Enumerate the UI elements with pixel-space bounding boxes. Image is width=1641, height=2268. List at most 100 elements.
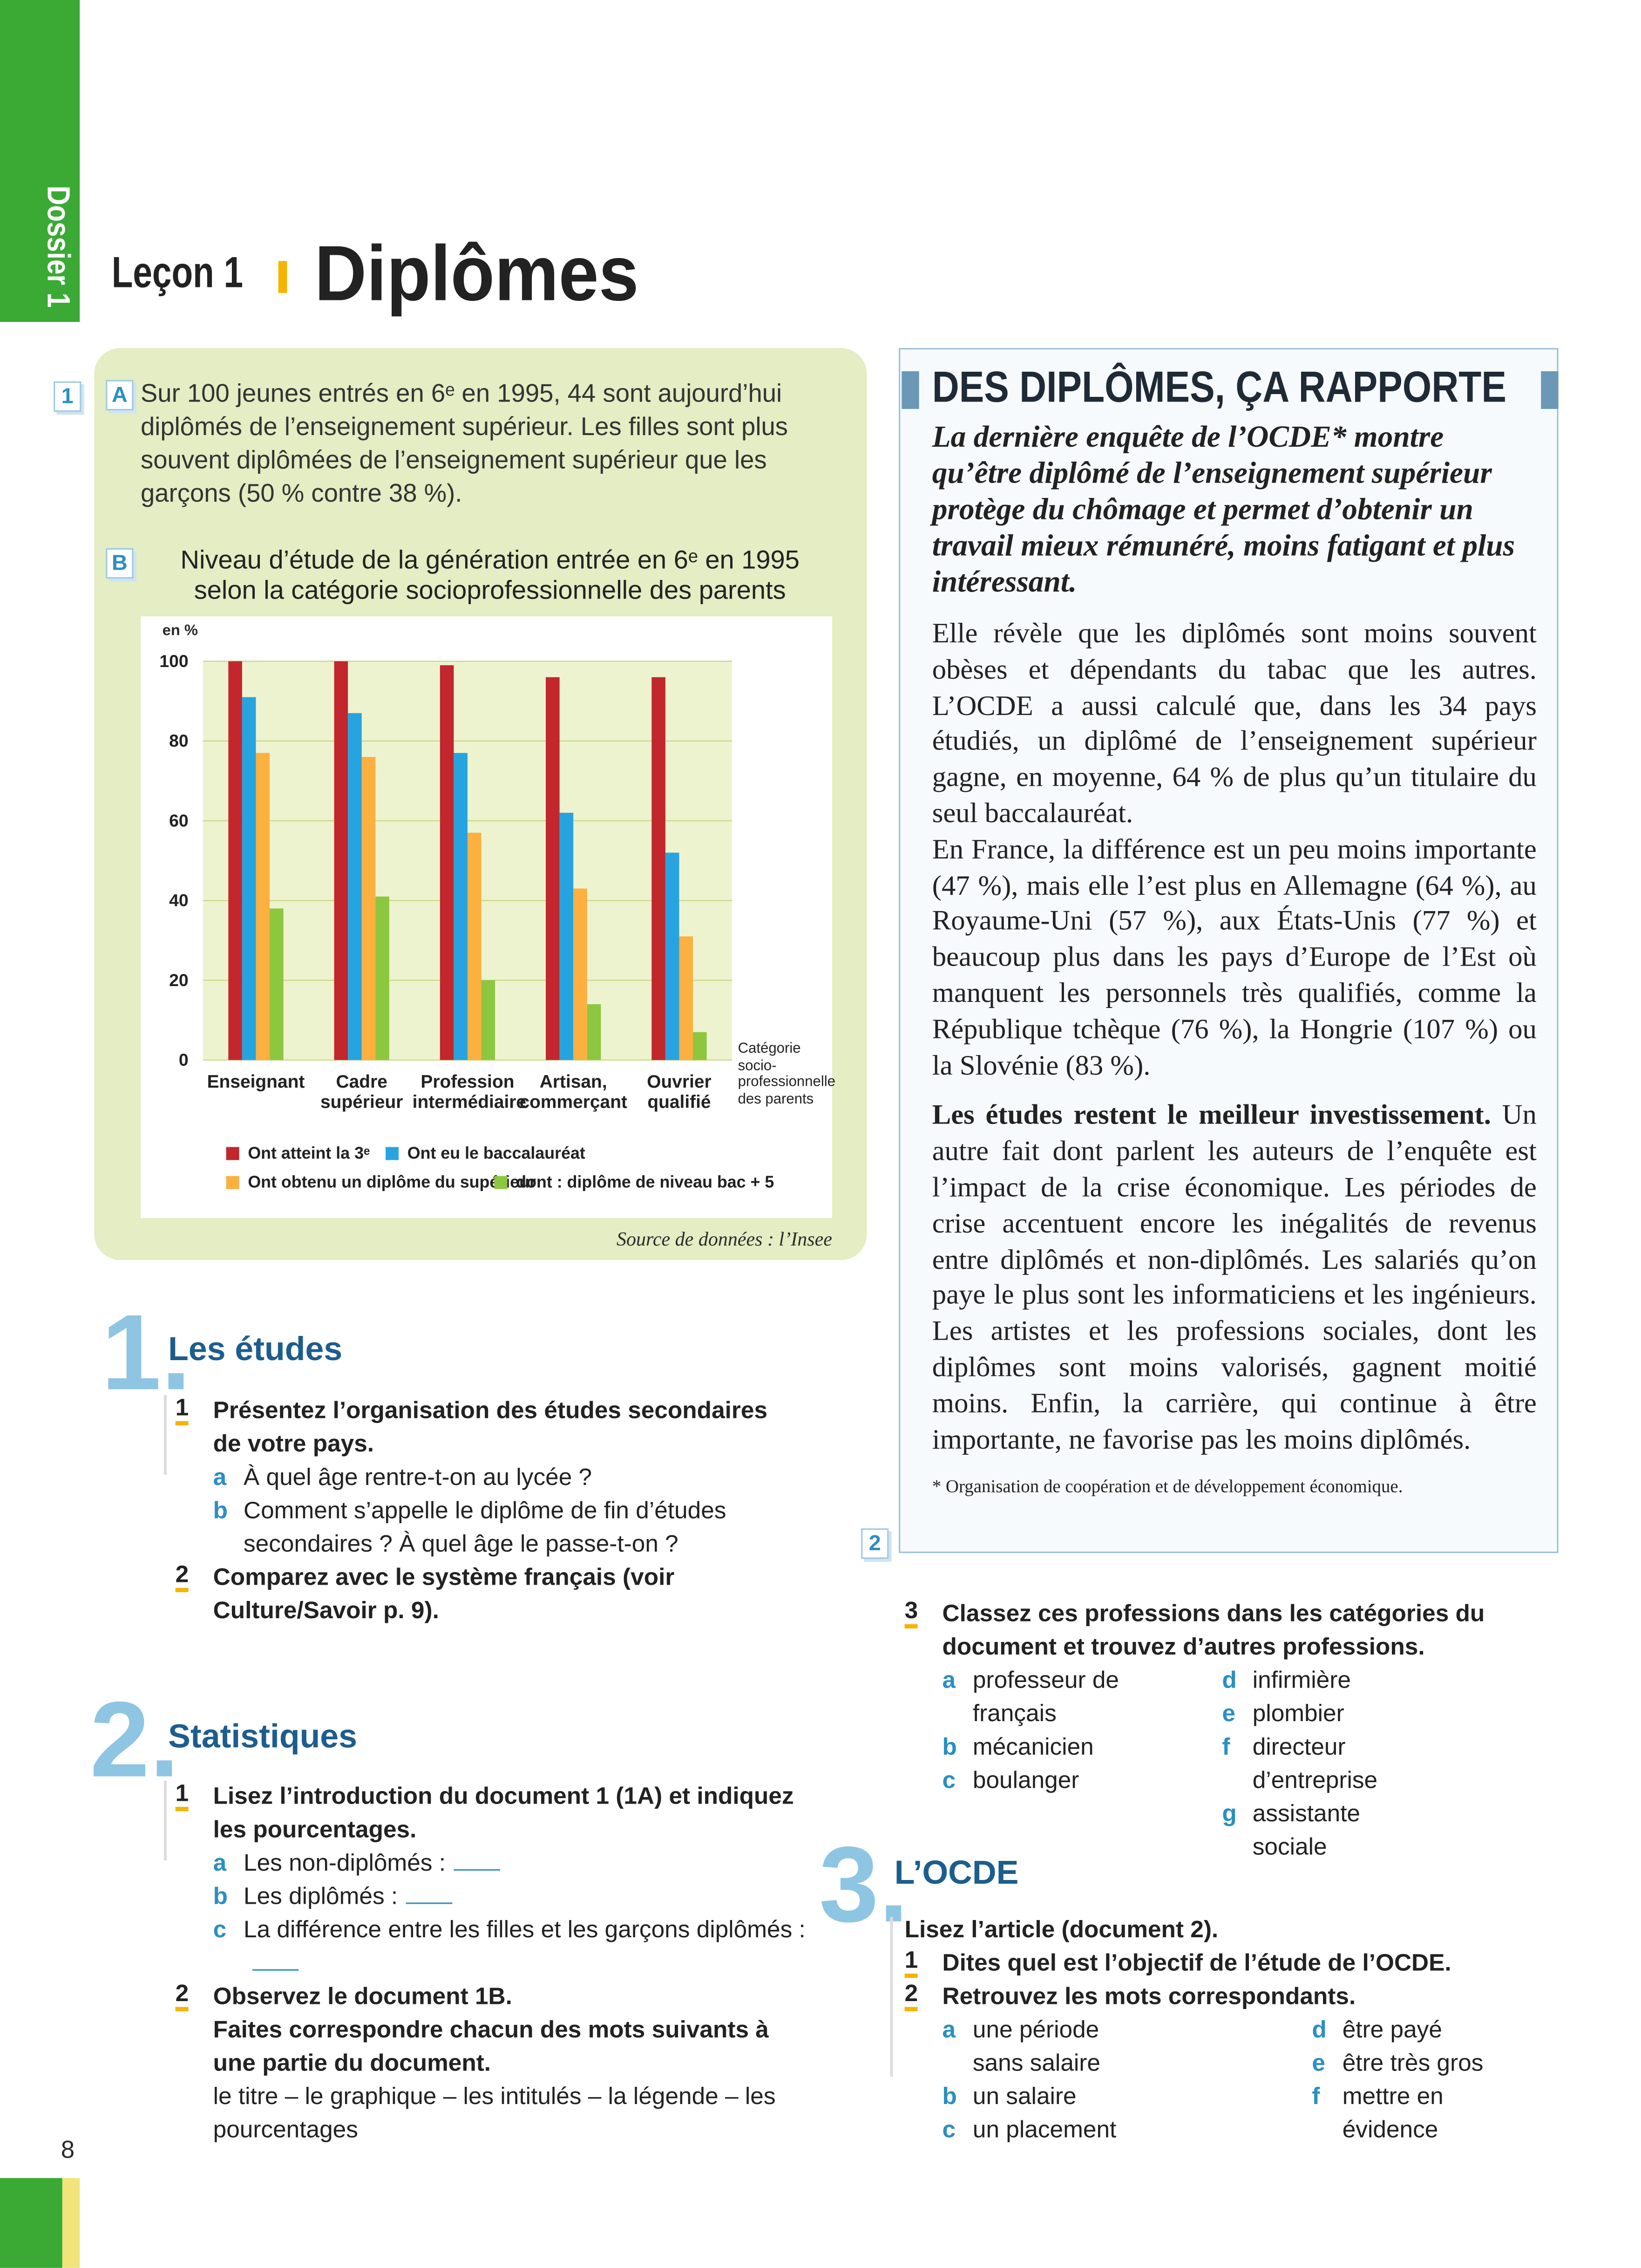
x-tick-label: Ouvrier qualifié — [647, 1071, 712, 1112]
bar — [256, 753, 270, 1060]
bar — [348, 713, 362, 1060]
bar — [454, 753, 468, 1060]
exercise-list: Lisez l’article (document 2). 1 Dites que… — [904, 1914, 1543, 2148]
exercise-list: 1 Lisez l’introduction du document 1 (1A)… — [175, 1781, 814, 2148]
sub-question: b Comment s’appelle le diplôme de fin d’é… — [213, 1495, 802, 1562]
option-letter: g — [1222, 1801, 1237, 1827]
sub-question: c La différence entre les filles et les g… — [213, 1914, 814, 1981]
article-lead: La dernière enquête de l’OCDE* montre qu… — [932, 419, 1515, 599]
part-letter: B — [106, 548, 134, 579]
option-text: mettre en évidence — [1342, 2084, 1444, 2144]
exercise-number: 1 — [904, 1948, 918, 1978]
bar — [270, 908, 284, 1060]
document-2 — [899, 348, 1559, 1553]
option: f directeur d’entreprise — [1222, 1731, 1526, 1798]
exercise-instruction: Faites correspondre chacun des mots suiv… — [213, 2017, 769, 2077]
sub-text: La différence entre les filles et les ga… — [244, 1917, 806, 1977]
option-letter: c — [942, 2117, 956, 2144]
y-tick-label: 60 — [169, 810, 189, 830]
article: La dernière enquête de l’OCDE* montre qu… — [932, 419, 1537, 1498]
article-paragraph: En France, la différence est un peu moin… — [932, 835, 1537, 1082]
chart-plot: 0 20 40 60 80 100 — [159, 651, 732, 1069]
option: c un placement — [943, 2114, 1312, 2148]
legend-item: Ont obtenu un diplôme du supérieur — [226, 1175, 536, 1192]
option: e être très gros — [1312, 2048, 1529, 2081]
option: d infirmière — [1222, 1665, 1526, 1698]
option-letter: d — [1312, 2017, 1327, 2043]
bar — [228, 661, 242, 1060]
option-letter: a — [942, 1668, 956, 1694]
sub-text: À quel âge rentre-t-on au lycée ? — [244, 1464, 592, 1491]
bar — [440, 665, 454, 1060]
option-text: assistante sociale — [1252, 1801, 1361, 1861]
option: g assistante sociale — [1222, 1798, 1526, 1865]
legend-label: Ont atteint la 3ᵉ — [248, 1145, 370, 1163]
exercise-text: Observez le document 1B. — [213, 1983, 512, 2010]
option-letter: d — [1222, 1668, 1237, 1694]
option-text: un salaire — [972, 2084, 1077, 2110]
exercise: 1 Dites quel est l’objectif de l’étude de… — [904, 1948, 1543, 1981]
sidebar — [0, 0, 80, 322]
bar — [693, 1032, 707, 1060]
option-letter: b — [942, 1734, 957, 1761]
legend-item: dont : diplôme de niveau bac + 5 — [494, 1175, 774, 1192]
exercise-number: 3 — [904, 1598, 918, 1629]
legend-label: Ont obtenu un diplôme du supérieur — [248, 1174, 536, 1192]
exercise: 3 Classez ces professions dans les catégo… — [904, 1598, 1528, 1865]
legend-swatch — [226, 1176, 239, 1189]
option-text: infirmière — [1252, 1668, 1351, 1694]
sub-text: Les diplômés : — [244, 1884, 453, 1910]
sub-letter: a — [213, 1850, 227, 1877]
exercise-number: 1 — [175, 1395, 189, 1426]
title-mark — [902, 371, 919, 409]
option-text: une période sans salaire — [972, 2017, 1100, 2077]
sidebar-label: Dossier 1 — [41, 185, 77, 308]
exercise-number: 1 — [175, 1781, 189, 1812]
doc-text: Sur 100 jeunes entrés en 6ᵉ en 1995, 44 … — [140, 378, 788, 508]
section-title: Les études — [168, 1329, 343, 1368]
exercise: 1 Présentez l’organisation des études sec… — [175, 1395, 802, 1562]
y-tick-label: 0 — [179, 1050, 189, 1069]
legend-swatch — [494, 1176, 508, 1189]
option-letter: b — [942, 2084, 957, 2110]
x-tick-label: Cadre supérieur — [320, 1071, 403, 1112]
page-number: 8 — [61, 2136, 75, 2164]
exercise: 2 Observez le document 1B. Faites correspo… — [175, 1981, 814, 2147]
article-title: DES DIPLÔMES, ÇA RAPPORTE — [932, 364, 1506, 412]
option-column: a professeur de français b mécanicien c boula… — [943, 1665, 1222, 1865]
legend-swatch — [386, 1147, 399, 1160]
bar — [559, 812, 574, 1060]
rule — [890, 1917, 893, 2077]
bar — [334, 661, 348, 1060]
exercise-text: Classez ces professions dans les catégor… — [942, 1601, 1485, 1661]
bar — [665, 852, 679, 1060]
exercise-intro: Lisez l’article (document 2). — [904, 1917, 1219, 1943]
section-title: L’OCDE — [894, 1853, 1019, 1891]
bar — [242, 697, 256, 1060]
exercise-number: 2 — [175, 1562, 189, 1593]
option-letter: e — [1222, 1701, 1235, 1727]
option-text: être payé — [1342, 2017, 1442, 2043]
bar — [375, 896, 389, 1060]
article-paragraph: Les études restent le meilleur investiss… — [932, 1100, 1537, 1459]
option: d être payé — [1312, 2014, 1529, 2048]
page-title: Diplômes — [314, 230, 639, 318]
legend-item: Ont atteint la 3ᵉ — [226, 1145, 370, 1163]
bar — [651, 677, 665, 1060]
chart-title: Niveau d’étude de la génération entrée e… — [180, 545, 800, 605]
option: a une période sans salaire — [943, 2014, 1312, 2081]
sub-text: Les non-diplômés : — [244, 1850, 501, 1876]
sub-question: a À quel âge rentre-t-on au lycée ? — [213, 1462, 802, 1495]
sub-letter: b — [213, 1498, 228, 1524]
sub-question: b Les diplômés : — [213, 1881, 814, 1914]
section-number: 1. — [101, 1292, 191, 1413]
option: b un salaire — [943, 2081, 1312, 2114]
chart: 0 20 40 60 80 100 en % Catégorie socio-profes… — [140, 616, 835, 1219]
legend-item: Ont eu le baccalauréat — [386, 1145, 585, 1163]
section-title: Statistiques — [168, 1716, 357, 1755]
option-text: directeur d’entreprise — [1252, 1734, 1378, 1794]
x-axis-label: Catégorie socio-professionnelle des pare… — [738, 1041, 835, 1107]
exercise-text: Présentez l’organisation des études seco… — [213, 1398, 768, 1458]
exercise: 1 Lisez l’introduction du document 1 (1A)… — [175, 1781, 814, 1981]
